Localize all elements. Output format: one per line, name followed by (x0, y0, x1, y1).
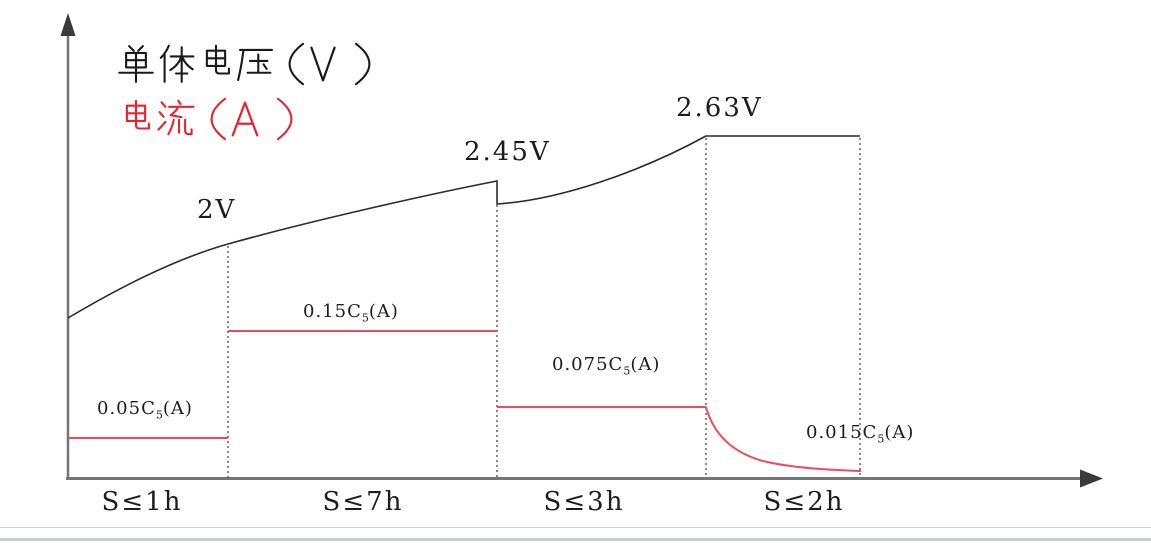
stage-duration-label-4: S≤2h (763, 487, 845, 517)
x-axis-arrow-icon (1080, 469, 1103, 488)
stage-duration-label-3: S≤3h (543, 487, 625, 517)
stage-duration-label-1: S≤1h (101, 487, 183, 517)
current-label-stage2: 0.15C5(A) (303, 301, 399, 325)
page-divider-top (0, 527, 1151, 528)
current-curve (68, 330, 862, 472)
voltage-label-245v: 2.45V (464, 137, 551, 167)
current-legend-glyphs (125, 97, 293, 141)
voltage-legend-glyphs (118, 42, 371, 86)
current-stage4-decay (705, 406, 862, 472)
current-label-stage4: 0.015C5(A) (806, 422, 915, 446)
voltage-label-2v: 2V (197, 195, 237, 225)
current-label-stage1: 0.05C5(A) (97, 398, 193, 422)
stage-dividers (227, 138, 861, 478)
current-label-stage3: 0.075C5(A) (552, 354, 661, 378)
y-axis-arrow-icon (60, 13, 76, 36)
voltage-curve (67, 135, 860, 319)
page-divider-bottom (0, 538, 1151, 541)
voltage-label-263v: 2.63V (676, 93, 763, 123)
stage-duration-label-2: S≤7h (322, 487, 404, 517)
